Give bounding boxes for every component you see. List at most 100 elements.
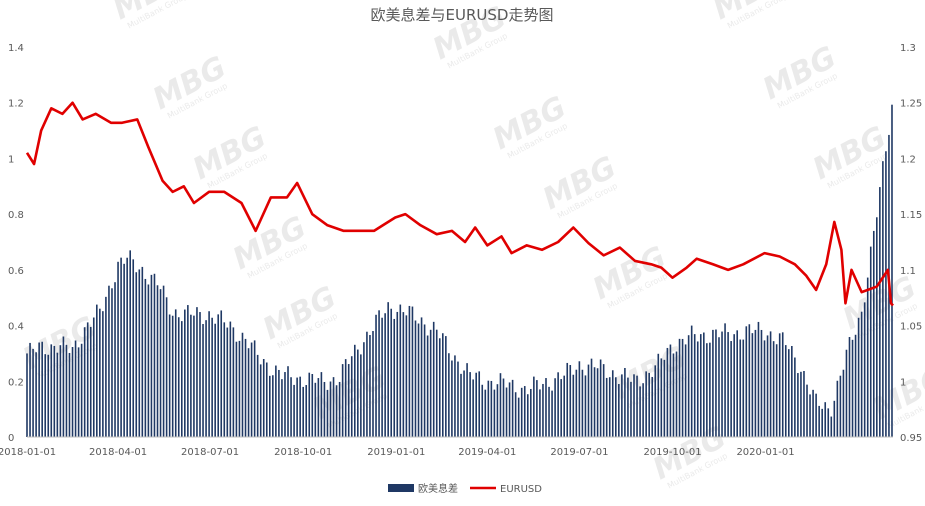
spread-bar: [193, 315, 195, 437]
spread-bar: [587, 364, 590, 437]
spread-bar: [92, 317, 95, 437]
spread-bar: [772, 341, 775, 437]
spread-bar: [411, 306, 414, 437]
left-tick-label: 1.4: [8, 43, 24, 54]
spread-bar: [278, 369, 280, 437]
spread-bar: [293, 384, 295, 437]
spread-bar: [26, 353, 28, 437]
spread-bar: [244, 338, 247, 437]
spread-bar: [448, 353, 450, 437]
spread-bar: [757, 321, 760, 437]
spread-bar: [545, 378, 547, 437]
spread-bar: [86, 322, 89, 437]
spread-bar: [114, 282, 116, 437]
spread-bar: [363, 342, 365, 437]
spread-bar: [238, 340, 241, 437]
spread-bar: [891, 104, 893, 437]
spread-bar: [311, 374, 314, 437]
eurusd-line: [25, 101, 894, 307]
right-tick-label: 1.15: [900, 210, 922, 221]
spread-bar: [159, 289, 162, 437]
spread-bar: [396, 311, 399, 437]
spread-bar: [296, 377, 298, 437]
spread-bar: [71, 347, 74, 437]
spread-bar: [460, 373, 462, 437]
spread-bar: [876, 217, 878, 437]
spread-bar: [402, 312, 405, 437]
spread-bar: [824, 402, 827, 437]
spread-bar: [715, 329, 717, 437]
spread-bar: [539, 389, 541, 437]
spread-bar: [168, 314, 171, 437]
spread-bar: [633, 374, 635, 437]
legend: 欧美息差 EURUSD: [388, 482, 542, 495]
spread-bar: [724, 323, 726, 437]
spread-bar: [854, 334, 857, 437]
spread-bar: [199, 312, 201, 437]
spread-bar: [615, 377, 617, 437]
spread-bar: [208, 311, 210, 437]
spread-bar: [129, 250, 131, 437]
spread-bar: [605, 377, 608, 437]
spread-bar: [618, 384, 620, 437]
spread-bar: [484, 389, 487, 437]
spread-bar: [872, 230, 875, 437]
spread-bar: [475, 372, 477, 437]
spread-bar: [265, 362, 268, 437]
spread-bar: [341, 364, 344, 437]
spread-bar: [736, 330, 738, 437]
spread-bar: [639, 386, 641, 437]
spread-bar: [566, 362, 569, 437]
spread-bar: [83, 327, 86, 437]
spread-bar: [548, 386, 550, 437]
spread-bar: [769, 331, 772, 437]
spread-bar: [660, 358, 663, 437]
right-tick-label: 1: [900, 377, 906, 388]
spread-bar: [372, 331, 374, 437]
spread-bar: [703, 332, 705, 437]
spread-bar: [833, 400, 836, 437]
legend-label-spread: 欧美息差: [418, 482, 458, 495]
spread-bar: [445, 336, 447, 437]
spread-bar: [596, 368, 599, 437]
spread-bar: [530, 388, 532, 437]
spread-bar: [690, 325, 693, 437]
spread-bar: [496, 384, 499, 437]
spread-bar: [220, 310, 223, 437]
spread-bar: [727, 332, 729, 437]
spread-bar: [514, 392, 517, 437]
spread-bar: [360, 354, 362, 437]
spread-bar: [89, 326, 92, 437]
spread-bar: [536, 380, 538, 437]
spread-bar: [624, 367, 626, 437]
spread-bar: [778, 333, 781, 437]
spread-bar: [174, 309, 177, 437]
right-tick-label: 1.1: [900, 266, 916, 277]
spread-bar: [578, 361, 581, 437]
spread-bar: [184, 309, 186, 437]
spread-bar: [648, 372, 650, 437]
spread-bar: [593, 367, 596, 437]
spread-bar: [29, 342, 31, 437]
spread-bar: [74, 340, 77, 437]
left-tick-label: 1: [8, 154, 14, 165]
spread-bar: [253, 340, 256, 437]
spread-bar: [718, 337, 720, 437]
spread-bar: [712, 329, 714, 437]
spread-bar: [162, 285, 165, 437]
spread-bar: [326, 389, 329, 437]
spread-bar: [281, 379, 283, 437]
spread-bar: [165, 297, 168, 437]
spread-bar: [68, 352, 71, 437]
spread-bar: [706, 343, 708, 437]
spread-bar: [99, 308, 101, 437]
